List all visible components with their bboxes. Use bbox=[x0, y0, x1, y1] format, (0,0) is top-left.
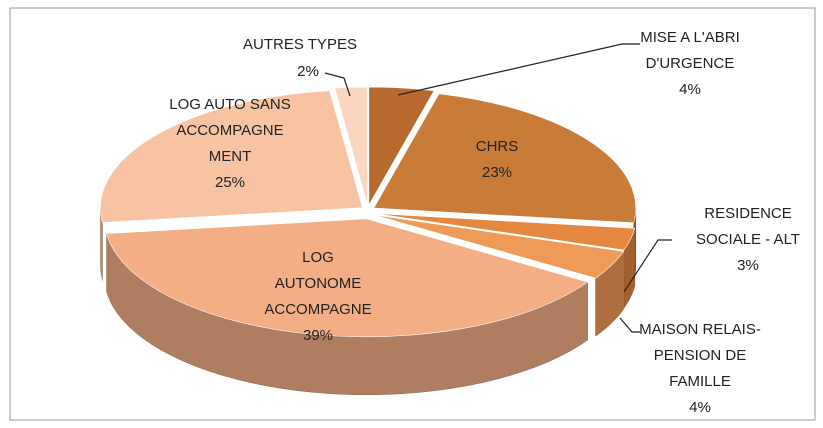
value-label: 3% bbox=[737, 257, 759, 274]
leader-line bbox=[324, 72, 351, 97]
slice bbox=[374, 213, 636, 251]
value-label: 23% bbox=[482, 164, 512, 181]
labels: MISE A L'ABRI D'URGENCE 4% CHRS 23% RESIDENCE… bbox=[169, 29, 800, 416]
leader-line bbox=[623, 239, 672, 293]
slice bbox=[368, 86, 435, 207]
value-label: 4% bbox=[679, 81, 701, 98]
category-label: MAISON RELAIS-PENSION DE FAMILLE bbox=[639, 321, 761, 390]
pie-tops bbox=[100, 86, 637, 338]
value-label: 2% bbox=[297, 63, 319, 80]
category-label: LOG AUTONOME ACCOMPAGNE bbox=[264, 249, 371, 318]
category-label: MISE A L'ABRI D'URGENCE bbox=[640, 29, 740, 72]
leader-lines bbox=[324, 43, 672, 333]
category-label: CHRS bbox=[476, 138, 519, 155]
slice bbox=[373, 93, 637, 224]
slice bbox=[106, 218, 589, 338]
value-label: 39% bbox=[303, 327, 333, 344]
value-label: 4% bbox=[689, 399, 711, 416]
leader-line bbox=[619, 317, 640, 333]
value-label: 25% bbox=[215, 174, 245, 191]
category-label: RESIDENCE SOCIALE - ALT bbox=[696, 205, 800, 248]
leader-line bbox=[397, 43, 640, 96]
slice bbox=[374, 214, 625, 279]
slice bbox=[334, 86, 368, 206]
slice bbox=[100, 90, 363, 223]
category-label: AUTRES TYPES bbox=[243, 36, 357, 53]
category-label: LOG AUTO SANS ACCOMPAGNE MENT bbox=[169, 96, 290, 165]
